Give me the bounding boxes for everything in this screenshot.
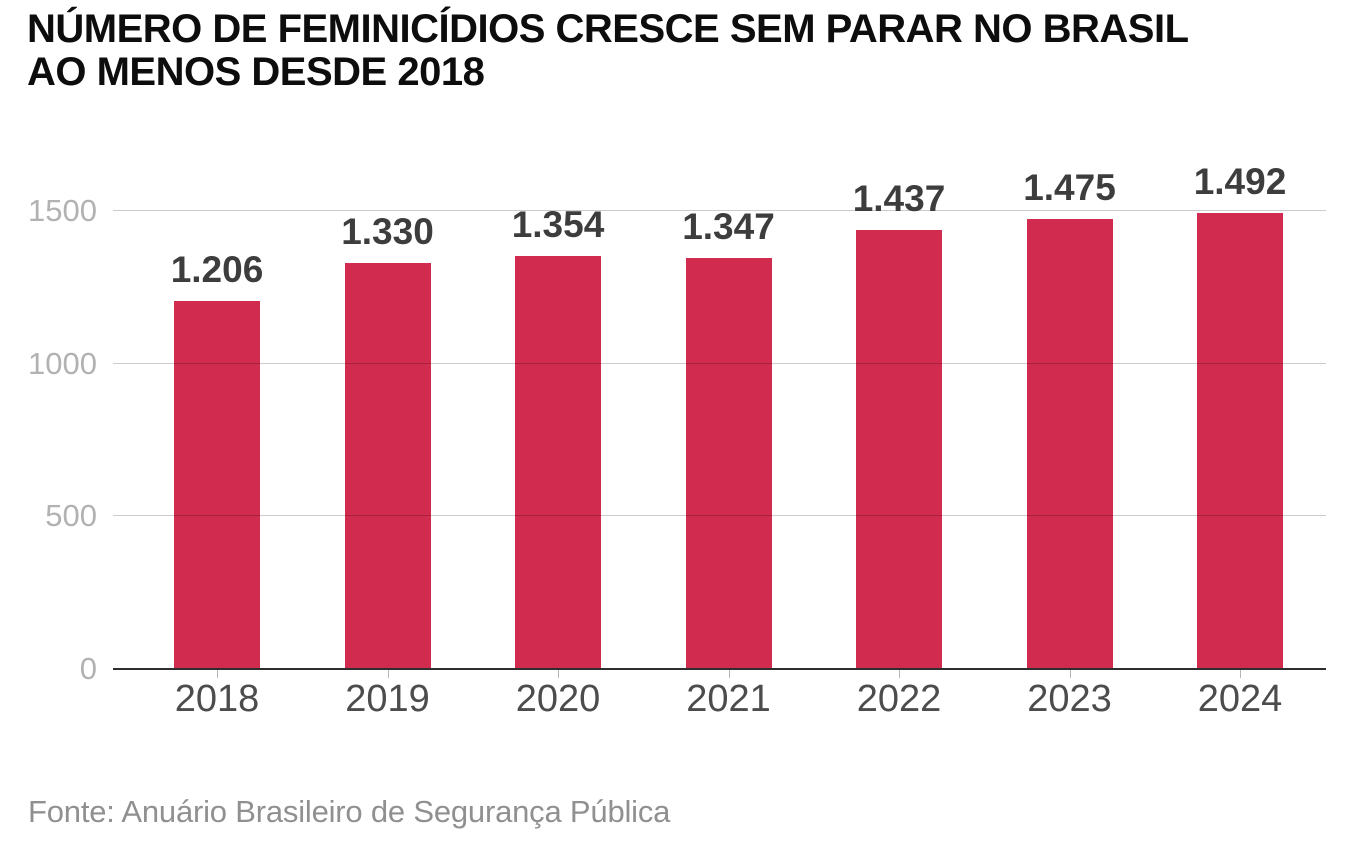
x-axis-line [113, 668, 1326, 670]
chart-title: NÚMERO DE FEMINICÍDIOS CRESCE SEM PARAR … [27, 8, 1327, 94]
gridline-1000 [113, 363, 1326, 364]
x-axis-label-2018: 2018 [174, 678, 260, 720]
y-axis-label-0: 0 [79, 651, 97, 686]
bar-2018 [174, 301, 260, 669]
value-label-2022: 1.437 [852, 178, 946, 219]
value-label-2021: 1.347 [682, 206, 775, 247]
x-axis-tick-2022 [899, 670, 900, 678]
value-label-2024: 1.492 [1193, 161, 1287, 202]
x-axis-tick-2018 [217, 670, 218, 678]
x-axis-tick-2019 [387, 670, 389, 678]
bar-2019 [344, 263, 431, 669]
value-label-2020: 1.354 [511, 204, 605, 245]
bar-2020 [515, 256, 601, 669]
source-note: Fonte: Anuário Brasileiro de Segurança P… [28, 794, 671, 829]
x-axis-label-2022: 2022 [856, 678, 942, 720]
bar-2021 [685, 258, 772, 669]
x-axis-tick-2020 [558, 670, 559, 678]
x-axis-tick-2023 [1069, 670, 1071, 678]
x-axis-label-2020: 2020 [515, 678, 601, 720]
value-label-2019: 1.330 [341, 211, 434, 252]
y-axis-label-1000: 1000 [28, 346, 97, 381]
x-axis-tick-2021 [728, 670, 730, 678]
chart-title-line2: AO MENOS DESDE 2018 [27, 50, 485, 94]
x-axis-label-2021: 2021 [686, 678, 771, 720]
bar-2022 [856, 230, 942, 669]
x-axis-label-2019: 2019 [345, 678, 430, 720]
x-axis-label-2023: 2023 [1027, 678, 1112, 720]
x-axis-label-2024: 2024 [1197, 678, 1283, 720]
value-label-2023: 1.475 [1023, 167, 1116, 208]
chart-title-line1: NÚMERO DE FEMINICÍDIOS CRESCE SEM PARAR … [27, 7, 1189, 51]
value-label-2018: 1.206 [170, 249, 264, 290]
bar-2023 [1026, 219, 1113, 669]
x-axis-tick-2024 [1240, 670, 1241, 678]
y-axis-label-1500: 1500 [28, 193, 97, 228]
bar-2024 [1197, 213, 1283, 669]
gridline-500 [113, 515, 1326, 516]
y-axis-label-500: 500 [45, 498, 97, 533]
gridline-1500 [113, 210, 1326, 211]
